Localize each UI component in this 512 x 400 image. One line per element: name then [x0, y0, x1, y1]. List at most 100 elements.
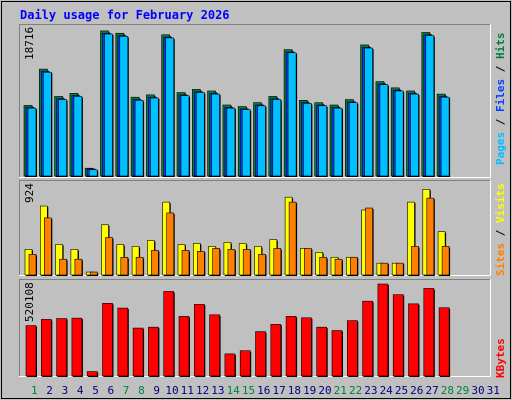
kbytes-panel: [19, 279, 491, 377]
bar-pages-day-26: [410, 93, 419, 177]
legend-files: Files: [494, 79, 507, 112]
bar-sites-day-8: [135, 256, 144, 276]
hits-files-pages-panel: [19, 24, 491, 178]
x-tick-day-16: 16: [257, 384, 270, 397]
legend-sites: Sites: [494, 243, 507, 276]
bar-sites-day-25: [395, 262, 404, 276]
bar-pages-day-4: [73, 96, 83, 177]
bar-pages-day-20: [318, 105, 328, 177]
bar-kbytes-day-17: [270, 324, 282, 377]
x-tick-day-2: 2: [46, 384, 53, 397]
bar-pages-day-28: [440, 96, 450, 177]
x-tick-day-7: 7: [123, 384, 130, 397]
x-tick-day-20: 20: [318, 384, 331, 397]
bar-sites-day-21: [334, 258, 343, 276]
bar-kbytes-day-2: [40, 319, 52, 377]
chart-title: Daily usage for February 2026: [20, 8, 230, 22]
bar-sites-day-4: [74, 258, 83, 276]
bar-pages-day-24: [379, 84, 389, 177]
bar-pages-day-10: [165, 37, 174, 177]
bar-sites-day-22: [349, 256, 358, 276]
bar-sites-day-6: [105, 237, 113, 276]
x-tick-day-26: 26: [410, 384, 423, 397]
bar-pages-day-8: [134, 100, 144, 177]
bar-sites-day-26: [411, 246, 419, 276]
x-tick-day-31: 31: [487, 384, 500, 397]
bar-pages-day-7: [119, 36, 129, 177]
bar-visits-day-26: [407, 201, 415, 276]
legend-sep-2: /: [494, 65, 507, 72]
bar-sites-day-3: [59, 258, 67, 276]
x-tick-day-12: 12: [196, 384, 209, 397]
bar-pages-day-23: [364, 47, 373, 177]
x-tick-day-19: 19: [303, 384, 316, 397]
bar-kbytes-day-13: [209, 314, 220, 377]
bar-kbytes-day-16: [255, 331, 266, 377]
bar-sites-day-9: [151, 250, 159, 276]
bar-kbytes-day-6: [102, 302, 113, 377]
bar-pages-day-12: [196, 92, 205, 177]
legend-top: Pages / Files / Hits: [494, 33, 507, 166]
legend-pages: Pages: [494, 132, 507, 165]
x-tick-day-21: 21: [334, 384, 347, 397]
x-tick-day-17: 17: [272, 384, 285, 397]
bar-sites-day-15: [242, 249, 251, 276]
bar-kbytes-day-10: [163, 291, 174, 377]
bar-pages-day-22: [348, 102, 358, 177]
bar-sites-day-19: [304, 248, 312, 276]
x-tick-day-15: 15: [242, 384, 255, 397]
x-tick-day-8: 8: [138, 384, 145, 397]
bar-pages-day-2: [42, 71, 52, 177]
bar-pages-day-17: [272, 99, 282, 177]
bar-pages-day-16: [257, 105, 266, 177]
x-tick-day-24: 24: [380, 384, 394, 397]
bar-kbytes-day-22: [346, 320, 358, 377]
legend-mid: Sites / Visits: [494, 183, 507, 276]
x-tick-day-27: 27: [425, 384, 438, 397]
plot-area: [19, 279, 491, 377]
bar-kbytes-day-9: [148, 326, 159, 377]
bar-pages-day-9: [150, 97, 159, 177]
bar-kbytes-day-20: [316, 326, 328, 377]
bar-kbytes-day-19: [301, 317, 312, 377]
bar-kbytes-day-23: [362, 300, 373, 377]
bar-sites-day-27: [426, 197, 435, 276]
right-series-labels: Pages / Files / Hits Sites / Visits KByt…: [494, 33, 507, 379]
bar-kbytes-day-12: [194, 304, 205, 377]
x-tick-day-6: 6: [107, 384, 114, 397]
bar-kbytes-day-8: [132, 327, 144, 377]
x-tick-day-10: 10: [165, 384, 178, 397]
x-tick-day-22: 22: [349, 384, 362, 397]
y-axis-max-labels: 18716 924 520108: [23, 27, 36, 322]
bar-sites-day-18: [288, 201, 297, 276]
legend-kbytes: KBytes: [494, 338, 507, 378]
bar-pages-day-21: [333, 107, 343, 177]
bar-kbytes-day-7: [117, 307, 129, 377]
x-tick-day-23: 23: [364, 384, 377, 397]
x-axis-day-labels: 1 2 3 4 5 6 7 8 9 10 11 12 13 14 15 16 17 18 19 20 21 22 23 24 2…: [31, 384, 500, 397]
bar-pages-day-5: [88, 169, 98, 177]
bar-sites-day-7: [120, 256, 129, 276]
bar-kbytes-day-5: [86, 371, 98, 377]
bar-kbytes-day-4: [71, 317, 83, 377]
bar-pages-day-25: [394, 90, 404, 177]
bar-pages-day-19: [303, 103, 312, 177]
bar-pages-day-27: [425, 35, 435, 177]
y-max-label-kbytes: 520108: [23, 282, 36, 322]
x-tick-day-14: 14: [227, 384, 241, 397]
bar-kbytes-day-14: [224, 353, 236, 377]
bar-sites-day-20: [319, 256, 328, 276]
bar-kbytes-day-26: [408, 303, 419, 377]
legend-sep-3: /: [494, 229, 507, 236]
bar-pages-day-1: [27, 107, 37, 177]
x-tick-day-25: 25: [395, 384, 408, 397]
x-tick-day-5: 5: [92, 384, 99, 397]
bar-pages-day-15: [241, 109, 251, 177]
x-tick-day-28: 28: [441, 384, 454, 397]
bar-kbytes-day-1: [25, 325, 37, 377]
visits-sites-panel: [19, 180, 491, 276]
bar-sites-day-12: [197, 251, 205, 276]
bar-kbytes-day-24: [377, 283, 389, 377]
bar-sites-day-16: [258, 254, 266, 276]
